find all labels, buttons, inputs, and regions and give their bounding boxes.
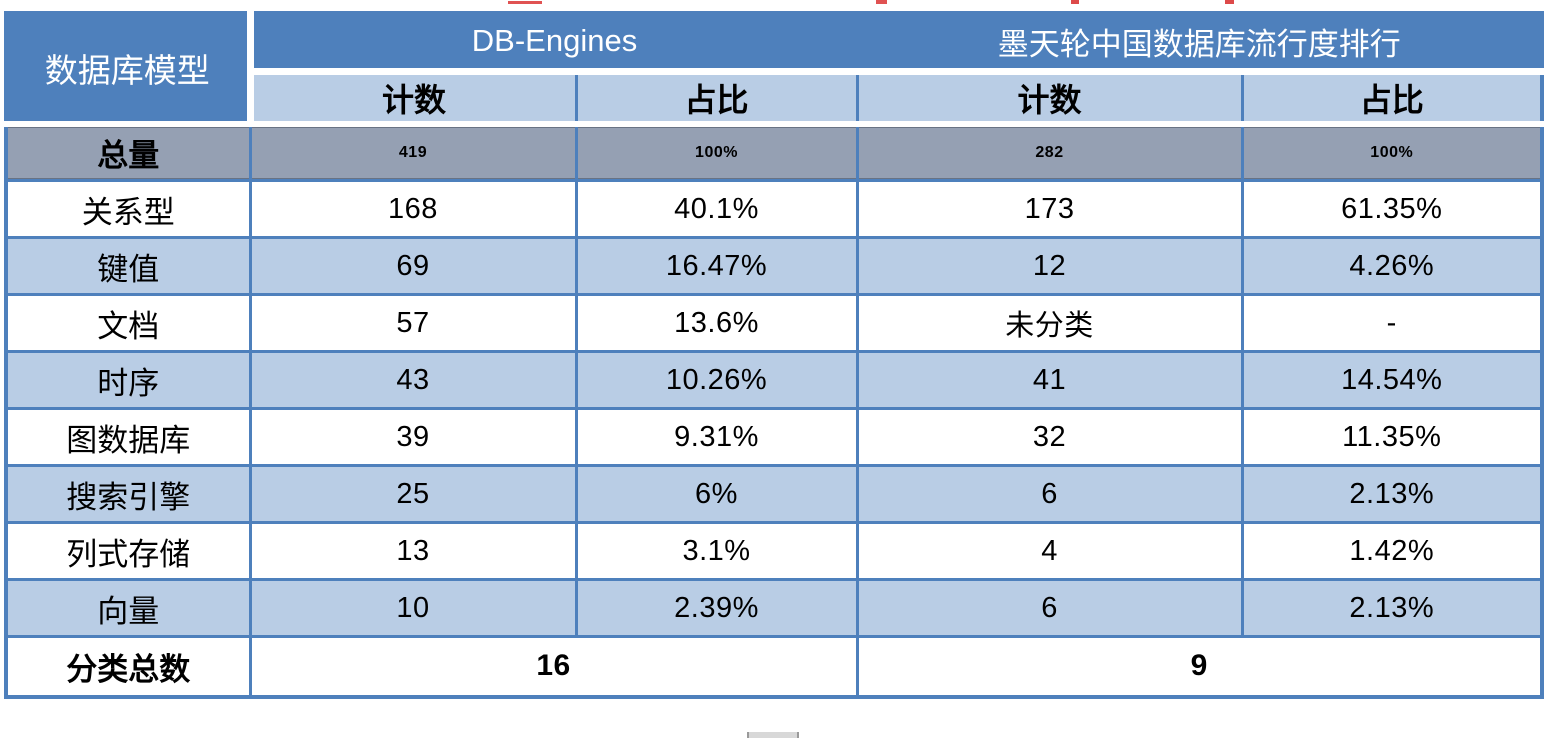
header-db-engines: DB-Engines [248, 11, 859, 75]
db-count-cell: 10 [248, 578, 578, 638]
database-model-comparison-table: 数据库模型 DB-Engines 墨天轮中国数据库流行度排行 计数 占比 计数 … [4, 11, 1545, 699]
red-annotation-artifact [1225, 0, 1234, 4]
row-label: 搜索引擎 [4, 464, 252, 524]
table-row-key-value: 键值 69 16.47% 12 4.26% [4, 236, 1544, 296]
cn-count-cell: 12 [855, 236, 1244, 296]
header-cn-count: 计数 [855, 67, 1244, 127]
header-cn-share: 占比 [1240, 67, 1544, 127]
cn-category-total-cell: 9 [855, 635, 1544, 698]
cn-share-cell: 2.13% [1240, 464, 1544, 524]
header-db-share: 占比 [574, 67, 859, 127]
db-count-cell: 69 [248, 236, 578, 296]
cn-share-cell: 1.42% [1240, 521, 1544, 581]
db-count-cell: 168 [248, 179, 578, 239]
cn-count-cell: 41 [855, 350, 1244, 410]
db-count-cell: 419 [248, 120, 578, 182]
red-annotation-artifact [508, 1, 542, 4]
row-label: 键值 [4, 236, 252, 296]
db-share-cell: 9.31% [574, 407, 859, 467]
table-row-graph: 图数据库 39 9.31% 32 11.35% [4, 407, 1544, 467]
cn-share-cell: 11.35% [1240, 407, 1544, 467]
row-label: 图数据库 [4, 407, 252, 467]
table-row-vector: 向量 10 2.39% 6 2.13% [4, 578, 1544, 638]
db-category-total-cell: 16 [248, 635, 859, 698]
db-share-cell: 3.1% [574, 521, 859, 581]
header-subcolumn-row: 计数 占比 计数 占比 [6, 67, 1544, 127]
db-share-cell: 6% [574, 464, 859, 524]
gray-handle-artifact [747, 732, 799, 738]
cn-share-cell: 61.35% [1240, 179, 1544, 239]
db-share-cell: 2.39% [574, 578, 859, 638]
db-share-cell: 40.1% [574, 179, 859, 239]
table-row-total: 总量 419 100% 282 100% [4, 120, 1544, 182]
db-share-cell: 100% [574, 120, 859, 182]
cn-count-cell: 4 [855, 521, 1244, 581]
red-annotation-artifact [1071, 0, 1079, 4]
row-label: 关系型 [4, 179, 252, 239]
table-row-document: 文档 57 13.6% 未分类 - [4, 293, 1544, 353]
db-count-cell: 57 [248, 293, 578, 353]
cn-share-cell: - [1240, 293, 1544, 353]
db-count-cell: 39 [248, 407, 578, 467]
cn-count-cell: 282 [855, 120, 1244, 182]
db-share-cell: 16.47% [574, 236, 859, 296]
row-label: 总量 [4, 120, 252, 182]
db-share-cell: 10.26% [574, 350, 859, 410]
table-row-search-engine: 搜索引擎 25 6% 6 2.13% [4, 464, 1544, 524]
row-label: 分类总数 [4, 635, 252, 698]
cn-share-cell: 14.54% [1240, 350, 1544, 410]
header-model-column: 数据库模型 [4, 11, 254, 127]
cn-count-cell: 32 [855, 407, 1244, 467]
table-row-column-store: 列式存储 13 3.1% 4 1.42% [4, 521, 1544, 581]
cn-share-cell: 100% [1240, 120, 1544, 182]
red-annotation-artifact [876, 0, 887, 4]
db-count-cell: 25 [248, 464, 578, 524]
cn-count-cell: 未分类 [855, 293, 1244, 353]
header-db-count: 计数 [248, 67, 578, 127]
row-label: 时序 [4, 350, 252, 410]
db-count-cell: 13 [248, 521, 578, 581]
row-label: 文档 [4, 293, 252, 353]
cn-count-cell: 6 [855, 464, 1244, 524]
db-share-cell: 13.6% [574, 293, 859, 353]
row-label: 列式存储 [4, 521, 252, 581]
table-row-category-totals: 分类总数 16 9 [4, 635, 1544, 698]
row-label: 向量 [4, 578, 252, 638]
header-cn-ranking: 墨天轮中国数据库流行度排行 [855, 11, 1544, 75]
cn-share-cell: 4.26% [1240, 236, 1544, 296]
table-row-relational: 关系型 168 40.1% 173 61.35% [4, 179, 1544, 239]
cn-count-cell: 173 [855, 179, 1244, 239]
cn-count-cell: 6 [855, 578, 1244, 638]
cn-share-cell: 2.13% [1240, 578, 1544, 638]
header-group-row: 数据库模型 DB-Engines 墨天轮中国数据库流行度排行 [4, 11, 1544, 127]
db-count-cell: 43 [248, 350, 578, 410]
table-row-time-series: 时序 43 10.26% 41 14.54% [4, 350, 1544, 410]
